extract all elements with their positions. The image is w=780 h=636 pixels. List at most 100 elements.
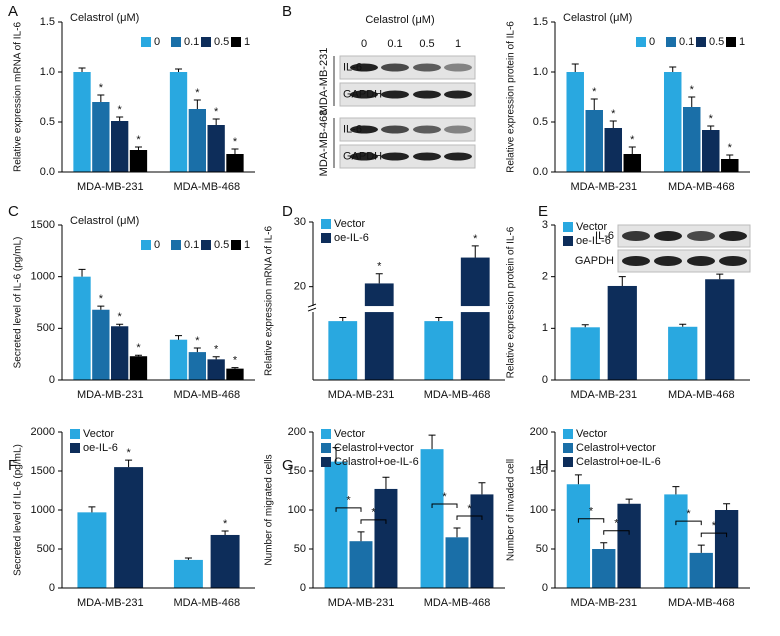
significance-star: * xyxy=(712,520,717,532)
legend-swatch xyxy=(563,236,573,246)
blot-row-label: IL-6 xyxy=(595,230,614,242)
cell-line-label: MDA-MB-231 xyxy=(318,48,330,115)
error-bar xyxy=(175,335,183,340)
blot-band xyxy=(413,63,441,72)
legend-swatch xyxy=(563,222,573,232)
legend-label: oe-IL-6 xyxy=(576,235,611,247)
y-tick-label: 0 xyxy=(49,374,55,386)
legend-title: Celastrol (μM) xyxy=(70,215,139,227)
legend-swatch xyxy=(231,240,241,250)
lane-label: 0.1 xyxy=(387,38,402,50)
bar xyxy=(623,154,642,172)
y-axis-label: Secreted level of IL-6 (pg/mL) xyxy=(13,237,24,369)
error-bar xyxy=(231,148,239,154)
blot-band xyxy=(687,231,715,241)
legend-label: 0 xyxy=(649,36,655,48)
error-bar xyxy=(97,94,105,102)
y-tick-label: 50 xyxy=(294,543,306,555)
error-bar xyxy=(453,527,461,538)
comparison-bracket xyxy=(431,503,458,508)
y-tick-label: 150 xyxy=(288,465,306,477)
y-tick-label: 0.0 xyxy=(40,166,55,178)
x-tick-label: MDA-MB-468 xyxy=(668,597,735,609)
legend-label: 0 xyxy=(154,36,160,48)
significance-star: * xyxy=(136,134,141,146)
y-tick-label: 0 xyxy=(49,582,55,594)
lane-label: 1 xyxy=(455,38,461,50)
y-tick-label: 1000 xyxy=(31,504,55,516)
x-tick-label: MDA-MB-468 xyxy=(668,389,735,401)
y-tick-label: 500 xyxy=(37,543,55,555)
error-bar xyxy=(184,557,192,560)
legend-label: 1 xyxy=(244,36,250,48)
bar xyxy=(604,128,623,172)
blot-band xyxy=(622,256,650,266)
legend-swatch xyxy=(321,457,331,467)
x-tick-label: MDA-MB-231 xyxy=(77,389,144,401)
blot-band xyxy=(654,231,682,241)
bar xyxy=(566,484,591,588)
blot-band xyxy=(350,63,378,72)
significance-star: * xyxy=(592,86,597,98)
blot-row-label: GAPDH xyxy=(575,255,614,267)
x-tick-label: MDA-MB-231 xyxy=(77,597,144,609)
blot-row-label: GAPDH xyxy=(343,150,382,162)
bar xyxy=(460,257,490,380)
error-bar xyxy=(332,447,340,462)
error-bar xyxy=(382,476,390,489)
y-tick-label: 0.5 xyxy=(533,116,548,128)
bar xyxy=(705,279,735,380)
blot-band xyxy=(444,90,472,99)
bar xyxy=(607,285,637,380)
comparison-bracket xyxy=(577,518,605,523)
blot-band xyxy=(719,231,747,241)
significance-star: * xyxy=(118,104,123,116)
bar xyxy=(129,150,148,172)
y-tick-label: 0 xyxy=(542,374,548,386)
blot-band xyxy=(381,90,409,99)
significance-star: * xyxy=(686,508,691,520)
legend-swatch xyxy=(666,37,676,47)
y-tick-label: 1.5 xyxy=(533,16,548,28)
comparison-bracket xyxy=(603,530,630,535)
blot-strip xyxy=(617,224,751,248)
significance-star: * xyxy=(709,113,714,125)
error-bar xyxy=(574,474,582,485)
legend-swatch xyxy=(726,37,736,47)
error-bar xyxy=(193,99,201,109)
significance-star: * xyxy=(233,355,238,367)
legend-label: 0.5 xyxy=(709,36,724,48)
y-tick-label: 0 xyxy=(542,582,548,594)
bar xyxy=(585,110,603,172)
error-bar xyxy=(78,67,86,72)
legend-label: 0.1 xyxy=(679,36,694,48)
bar xyxy=(169,72,188,172)
error-bar xyxy=(193,347,201,353)
y-tick-label: 1500 xyxy=(31,465,55,477)
error-bar xyxy=(688,96,696,107)
comparison-bracket xyxy=(700,532,728,538)
blot-strip xyxy=(617,249,751,273)
panel-letter: G xyxy=(282,457,294,474)
blot-row-label: IL-6 xyxy=(343,61,362,73)
y-tick-label: 0.0 xyxy=(533,166,548,178)
blot-row-label: IL-6 xyxy=(343,123,362,135)
blot-band xyxy=(381,152,409,161)
error-bar xyxy=(134,354,142,357)
x-tick-label: MDA-MB-231 xyxy=(328,597,395,609)
legend-label: 0 xyxy=(154,239,160,251)
y-tick-label: 500 xyxy=(37,322,55,334)
significance-star: * xyxy=(442,491,447,503)
lane-label: 0.5 xyxy=(419,38,434,50)
x-tick-label: MDA-MB-468 xyxy=(424,389,491,401)
error-bar xyxy=(435,316,443,322)
y-tick-label: 1 xyxy=(542,322,548,334)
error-bar xyxy=(116,323,124,327)
significance-star: * xyxy=(630,134,635,146)
significance-star: * xyxy=(371,507,376,519)
axis-break-gap xyxy=(307,306,505,313)
bar xyxy=(207,359,225,380)
legend-swatch xyxy=(563,443,573,453)
y-tick-label: 200 xyxy=(530,426,548,438)
